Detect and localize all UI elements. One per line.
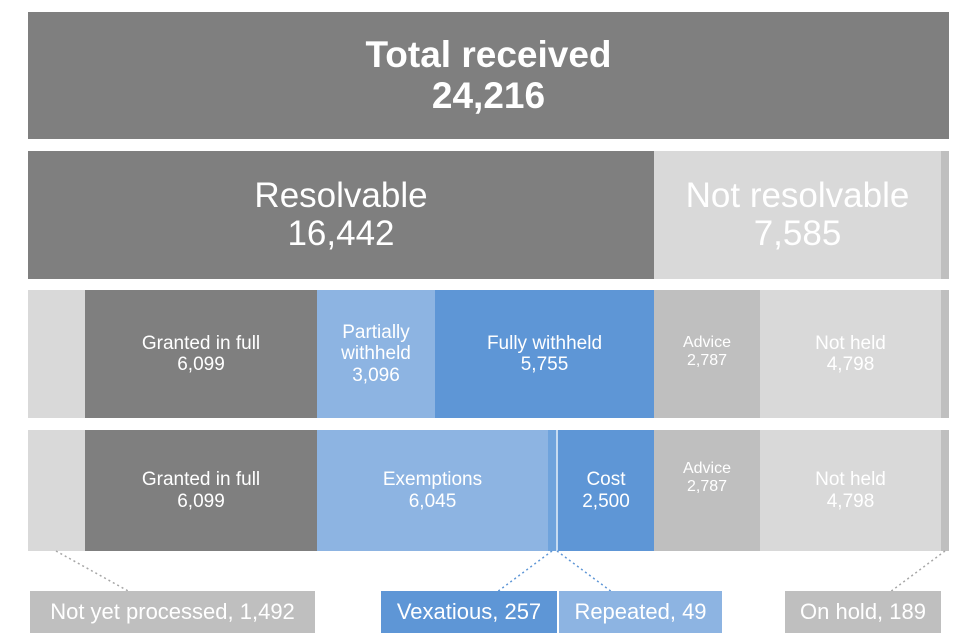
resolvable-block: Resolvable 16,442: [28, 151, 654, 279]
leader-on-hold: [889, 550, 946, 593]
row4-exemptions-block: Exemptions 6,045: [317, 430, 548, 551]
row3-advice-value: 2,787: [686, 351, 728, 369]
total-received-label: Total received: [365, 33, 612, 75]
callout-on-hold: On hold, 189: [785, 591, 941, 633]
row3-advice-block: Advice 2,787: [654, 290, 760, 418]
row3-partial-value: 3,096: [352, 364, 400, 386]
row4-granted-value: 6,099: [177, 490, 225, 512]
row4-on-hold-segment: [941, 430, 949, 551]
not-resolvable-label: Not resolvable: [685, 175, 910, 215]
callout-vexatious: Vexatious, 257: [381, 591, 557, 633]
row4-granted-label: Granted in full: [141, 469, 261, 491]
callout-repeated: Repeated, 49: [559, 591, 722, 633]
row2-edge-strip: [941, 151, 949, 279]
row3-not-yet-processed-segment: [28, 290, 85, 418]
row3-fully-label: Fully withheld: [486, 332, 603, 354]
row4-not-held-block: Not held 4,798: [760, 430, 941, 551]
row3-not-held-block: Not held 4,798: [760, 290, 941, 418]
row4-advice-label: Advice: [682, 460, 732, 477]
row4-not-held-value: 4,798: [826, 490, 875, 512]
row4-vexatious-segment: [548, 430, 556, 551]
row4-cost-label: Cost: [586, 469, 626, 491]
row3-granted-block: Granted in full 6,099: [85, 290, 317, 418]
row3-partially-withheld-block: Partially withheld 3,096: [317, 290, 435, 418]
row4-not-yet-processed-segment: [28, 430, 85, 551]
leader-not-yet-processed: [55, 550, 131, 593]
row3-granted-value: 6,099: [177, 354, 225, 375]
row4-exemptions-value: 6,045: [408, 490, 457, 512]
not-resolvable-block: Not resolvable 7,585: [654, 151, 941, 279]
row4-cost-block: Cost 2,500: [558, 430, 654, 551]
row3-advice-label: Advice: [682, 334, 732, 351]
not-resolvable-value: 7,585: [753, 214, 842, 253]
resolvable-label: Resolvable: [254, 175, 428, 215]
row4-exemptions-label: Exemptions: [382, 469, 483, 491]
row3-fully-value: 5,755: [520, 354, 569, 375]
leader-repeated: [556, 550, 613, 593]
leader-vexatious: [496, 550, 553, 593]
row4-advice-block: Advice 2,787: [654, 430, 760, 551]
row4-granted-block: Granted in full 6,099: [85, 430, 317, 551]
row4-not-held-label: Not held: [815, 469, 886, 491]
row3-not-held-value: 4,798: [826, 354, 875, 375]
row4-repeated-segment: [556, 430, 558, 551]
total-received-block: Total received 24,216: [28, 12, 949, 139]
row3-partial-label-line2: withheld: [341, 343, 411, 365]
callout-not-yet-processed: Not yet processed, 1,492: [30, 591, 315, 633]
total-received-value: 24,216: [431, 74, 546, 116]
row4-advice-value: 2,787: [686, 477, 728, 495]
row4-cost-value: 2,500: [582, 490, 630, 512]
row3-not-held-label: Not held: [815, 332, 886, 354]
row3-partial-label-line1: Partially: [342, 322, 410, 344]
resolvable-value: 16,442: [287, 214, 395, 253]
row3-granted-label: Granted in full: [141, 332, 261, 354]
row3-fully-withheld-block: Fully withheld 5,755: [435, 290, 654, 418]
row3-on-hold-segment: [941, 290, 949, 418]
